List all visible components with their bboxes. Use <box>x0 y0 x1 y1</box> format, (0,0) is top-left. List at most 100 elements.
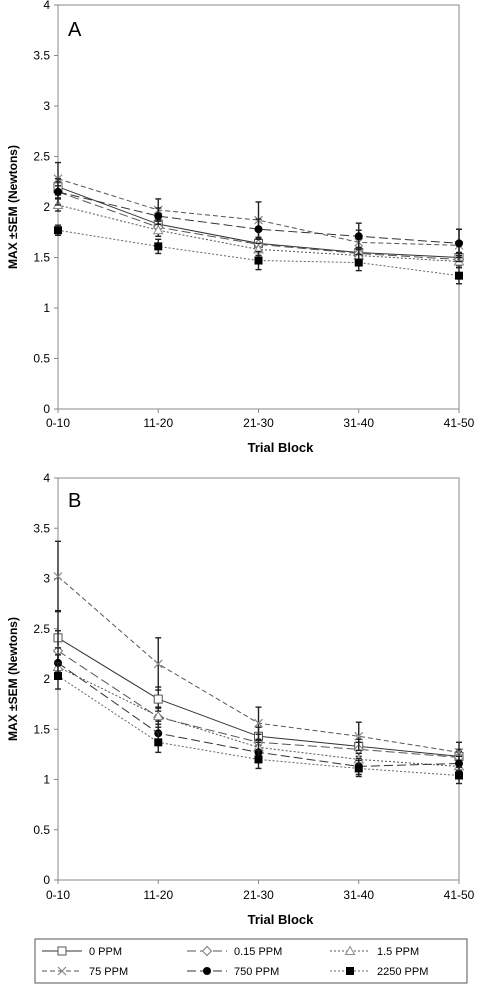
legend-marker <box>203 967 211 975</box>
data-point <box>354 731 364 741</box>
data-point-shape <box>154 212 163 221</box>
panel-label: A <box>68 19 82 41</box>
data-point-shape <box>154 242 163 251</box>
legend: 0 PPM 0.15 PPM 1.5 PPM 75 PPM 750 PPM 2250 PP… <box>34 938 468 984</box>
x-tick-label: 21-30 <box>243 888 274 902</box>
data-point-shape <box>354 258 363 267</box>
x-tick-label: 11-20 <box>143 888 173 902</box>
data-point-shape <box>455 759 463 768</box>
y-axis-title: MAX ±SEM (Newtons) <box>6 617 20 741</box>
data-point-stroke-2 <box>153 659 163 669</box>
legend-marker-shape <box>201 945 213 957</box>
data-point-shape <box>153 694 163 704</box>
data-point-shape <box>254 755 263 764</box>
y-tick-label: 4 <box>43 0 50 12</box>
legend-label: 1.5 PPM <box>377 946 419 958</box>
legend-marker <box>344 945 356 955</box>
legend-marker-shape <box>57 946 67 956</box>
panel-label: B <box>68 490 81 512</box>
y-axis-title: MAX ±SEM (Newtons) <box>6 145 20 269</box>
data-point-shape <box>354 232 363 241</box>
y-tick-label: 1.5 <box>33 251 50 265</box>
y-tick-label: 0.5 <box>33 823 50 837</box>
legend-marker-shape <box>203 967 211 975</box>
legend-item: 1.5 PPM <box>330 945 419 958</box>
data-point <box>254 256 263 265</box>
legend-label: 750 PPM <box>234 966 279 978</box>
legend-item: 2250 PPM <box>330 966 428 978</box>
y-tick-label: 4 <box>43 471 50 485</box>
series-2250-ppm <box>54 662 463 785</box>
data-point <box>254 225 263 234</box>
data-point <box>354 232 363 241</box>
y-tick-label: 2 <box>43 200 50 214</box>
y-tick-label: 1 <box>43 301 50 315</box>
y-tick-label: 0.5 <box>33 352 50 366</box>
series-line <box>57 191 460 244</box>
data-point-shape <box>152 710 164 721</box>
x-tick-label: 0-10 <box>46 416 70 430</box>
x-tick-label: 41-50 <box>444 416 475 430</box>
data-point <box>152 224 164 235</box>
data-point-shape <box>154 738 163 747</box>
y-tick-label: 3 <box>43 99 50 113</box>
legend-marker <box>57 946 67 956</box>
legend-marker-shape <box>346 967 354 975</box>
x-tick-label: 21-30 <box>243 416 274 430</box>
y-tick-label: 1 <box>43 773 50 787</box>
data-point <box>454 747 464 757</box>
y-tick-label: 2 <box>43 672 50 686</box>
y-tick-label: 0 <box>43 873 50 887</box>
data-point <box>152 710 164 721</box>
data-point <box>455 771 463 780</box>
plot-frame <box>57 477 460 881</box>
data-point <box>354 258 363 267</box>
data-point <box>153 659 163 669</box>
data-point-shape <box>54 226 62 235</box>
x-tick-label: 31-40 <box>343 416 374 430</box>
y-tick-label: 2.5 <box>33 150 50 164</box>
series-2250-ppm <box>54 224 463 285</box>
legend-item: 75 PPM <box>42 966 128 978</box>
y-tick-label: 2.5 <box>33 622 50 636</box>
data-point-stroke-2 <box>53 572 63 581</box>
data-point-shape <box>455 271 463 280</box>
data-point <box>154 738 163 747</box>
data-point-shape <box>455 239 463 248</box>
data-point <box>455 239 463 248</box>
series-75-ppm <box>53 540 464 764</box>
data-point <box>54 226 62 235</box>
data-point <box>54 187 62 196</box>
legend-label: 2250 PPM <box>377 966 428 978</box>
y-tick-label: 3.5 <box>33 49 50 63</box>
data-point-shape <box>54 671 62 680</box>
x-axis-title: Trial Block <box>248 912 315 927</box>
x-tick-label: 31-40 <box>343 888 374 902</box>
y-tick-label: 0 <box>43 402 50 416</box>
x-tick-label: 41-50 <box>444 888 475 902</box>
data-point-stroke-2 <box>454 747 464 757</box>
series-750-ppm <box>54 178 463 259</box>
data-point <box>54 671 62 680</box>
data-point-shape <box>54 187 62 196</box>
x-tick-label: 0-10 <box>46 888 70 902</box>
data-point-stroke-2 <box>254 718 263 728</box>
data-point-shape <box>152 224 164 235</box>
data-point <box>153 694 163 704</box>
data-point <box>354 764 363 773</box>
data-point-shape <box>354 764 363 773</box>
y-tick-label: 3 <box>43 572 50 586</box>
data-point-stroke-2 <box>354 731 364 741</box>
data-point-shape <box>254 225 263 234</box>
series-line <box>57 229 460 277</box>
legend-item: 0.15 PPM <box>187 945 282 958</box>
x-tick-label: 11-20 <box>143 416 173 430</box>
legend-marker <box>346 967 354 975</box>
y-tick-label: 1.5 <box>33 722 50 736</box>
legend-label: 75 PPM <box>89 966 128 978</box>
legend-label: 0.15 PPM <box>234 946 282 958</box>
data-point <box>455 271 463 280</box>
data-point <box>53 572 63 581</box>
legend-marker <box>201 945 213 957</box>
